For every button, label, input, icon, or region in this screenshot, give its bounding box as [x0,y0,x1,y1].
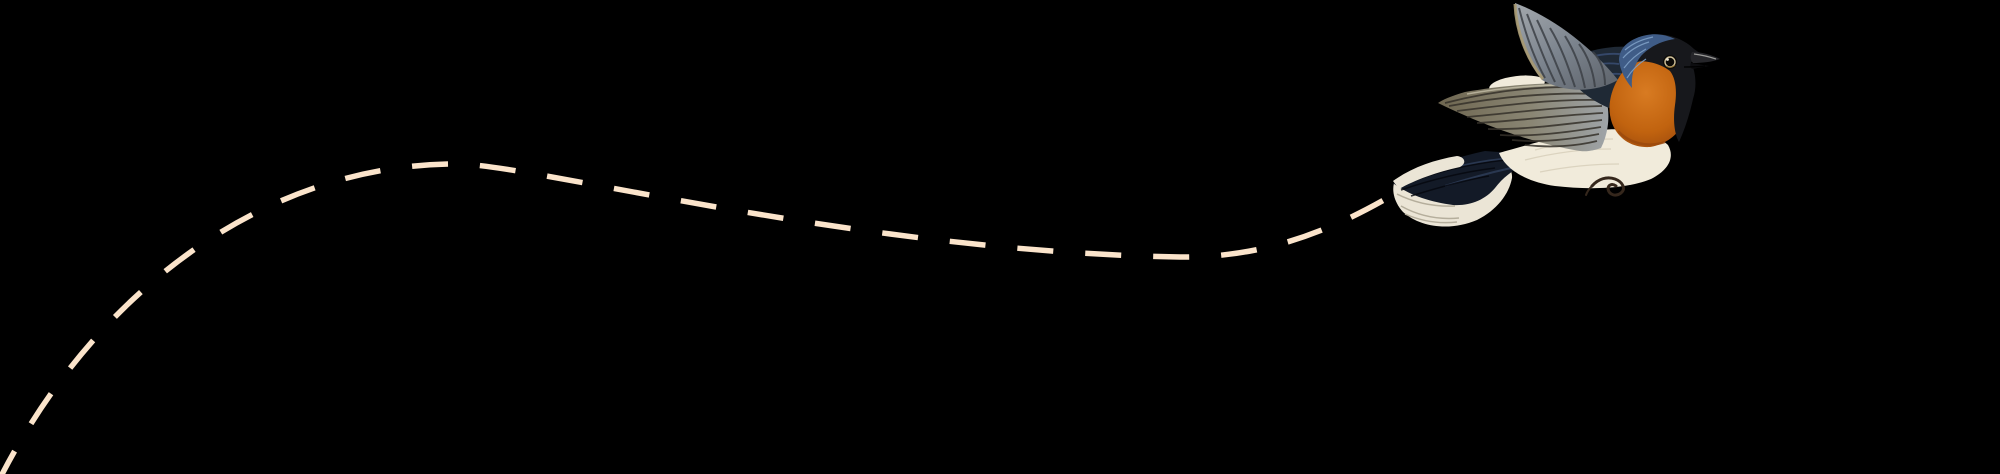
bird-head [1619,34,1704,142]
bird-eye [1663,55,1677,69]
eye-glint [1666,58,1669,61]
beak-gape-line [1683,65,1706,68]
bird-tail-upper-white-band [1393,156,1465,189]
bird-long-wing [1438,82,1609,152]
bird-beak [1683,52,1720,69]
bird-foot [1585,176,1625,197]
bird-crown-sheen [1619,34,1675,88]
tail-white-scallop-lines [1396,193,1460,224]
crown-streak-lines [1622,36,1654,79]
raised-wing-leading-edge [1513,3,1545,80]
bird-raised-wing [1513,3,1618,90]
raised-wing-feather-lines [1518,7,1606,89]
beak-ridge-highlight [1693,53,1717,60]
long-wing-feather-lines [1444,86,1604,148]
bird-belly [1499,129,1671,189]
chest-lower-rim [1617,130,1666,146]
flight-path-dashed-line [0,161,1398,474]
swallow-bird-illustration [1393,3,1720,227]
